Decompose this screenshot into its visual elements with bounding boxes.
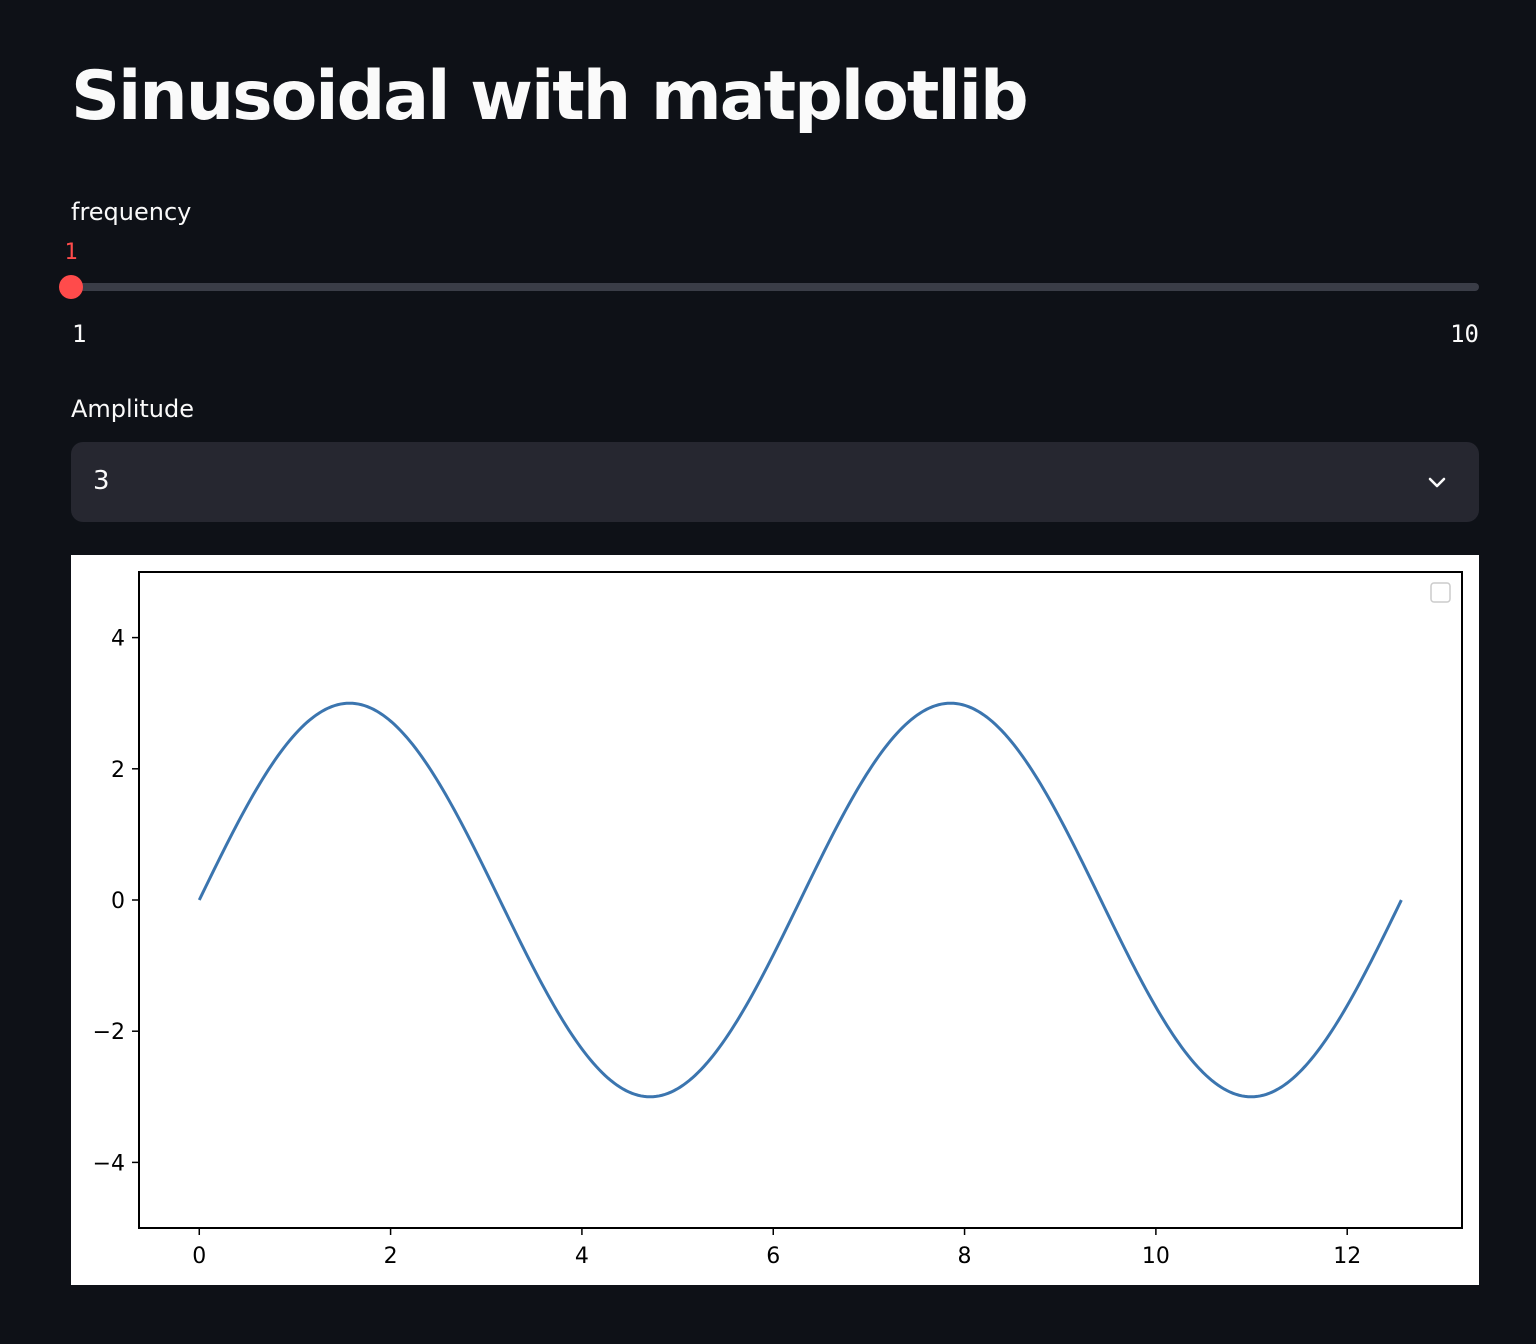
x-tick-label: 0 bbox=[192, 1244, 206, 1269]
chevron-down-icon[interactable] bbox=[1425, 470, 1449, 494]
y-tick-label: 2 bbox=[111, 758, 125, 783]
page-title: Sinusoidal with matplotlib bbox=[71, 57, 1029, 136]
x-tick-label: 4 bbox=[575, 1244, 589, 1269]
y-tick-label: 4 bbox=[111, 627, 125, 652]
slider-max-label: 10 bbox=[1450, 320, 1479, 348]
sine-chart: 4 2 0 −2 −4 0 2 4 6 8 10 12 bbox=[93, 571, 1463, 1269]
sine-series-line bbox=[197, 701, 1403, 1099]
frequency-label: frequency bbox=[71, 198, 192, 226]
amplitude-select[interactable]: 3 bbox=[71, 442, 1479, 522]
slider-thumb[interactable] bbox=[59, 275, 83, 299]
x-tick-label: 6 bbox=[766, 1244, 780, 1269]
x-tick-label: 10 bbox=[1142, 1244, 1170, 1269]
matplotlib-figure: 4 2 0 −2 −4 0 2 4 6 8 10 12 bbox=[71, 555, 1479, 1285]
x-tick-label: 2 bbox=[384, 1244, 398, 1269]
slider-min-label: 1 bbox=[72, 320, 87, 348]
y-tick-label: −4 bbox=[93, 1151, 125, 1176]
x-tick-label: 8 bbox=[958, 1244, 972, 1269]
amplitude-selected-value: 3 bbox=[93, 466, 110, 496]
x-tick-label: 12 bbox=[1333, 1244, 1361, 1269]
y-tick-label: 0 bbox=[111, 889, 125, 914]
slider-track[interactable] bbox=[71, 283, 1479, 291]
y-tick-label: −2 bbox=[93, 1020, 125, 1045]
slider-current-value: 1 bbox=[64, 240, 78, 265]
amplitude-label: Amplitude bbox=[71, 395, 194, 423]
legend-box bbox=[1430, 582, 1451, 603]
frequency-slider[interactable]: 1 1 10 bbox=[59, 240, 1479, 350]
